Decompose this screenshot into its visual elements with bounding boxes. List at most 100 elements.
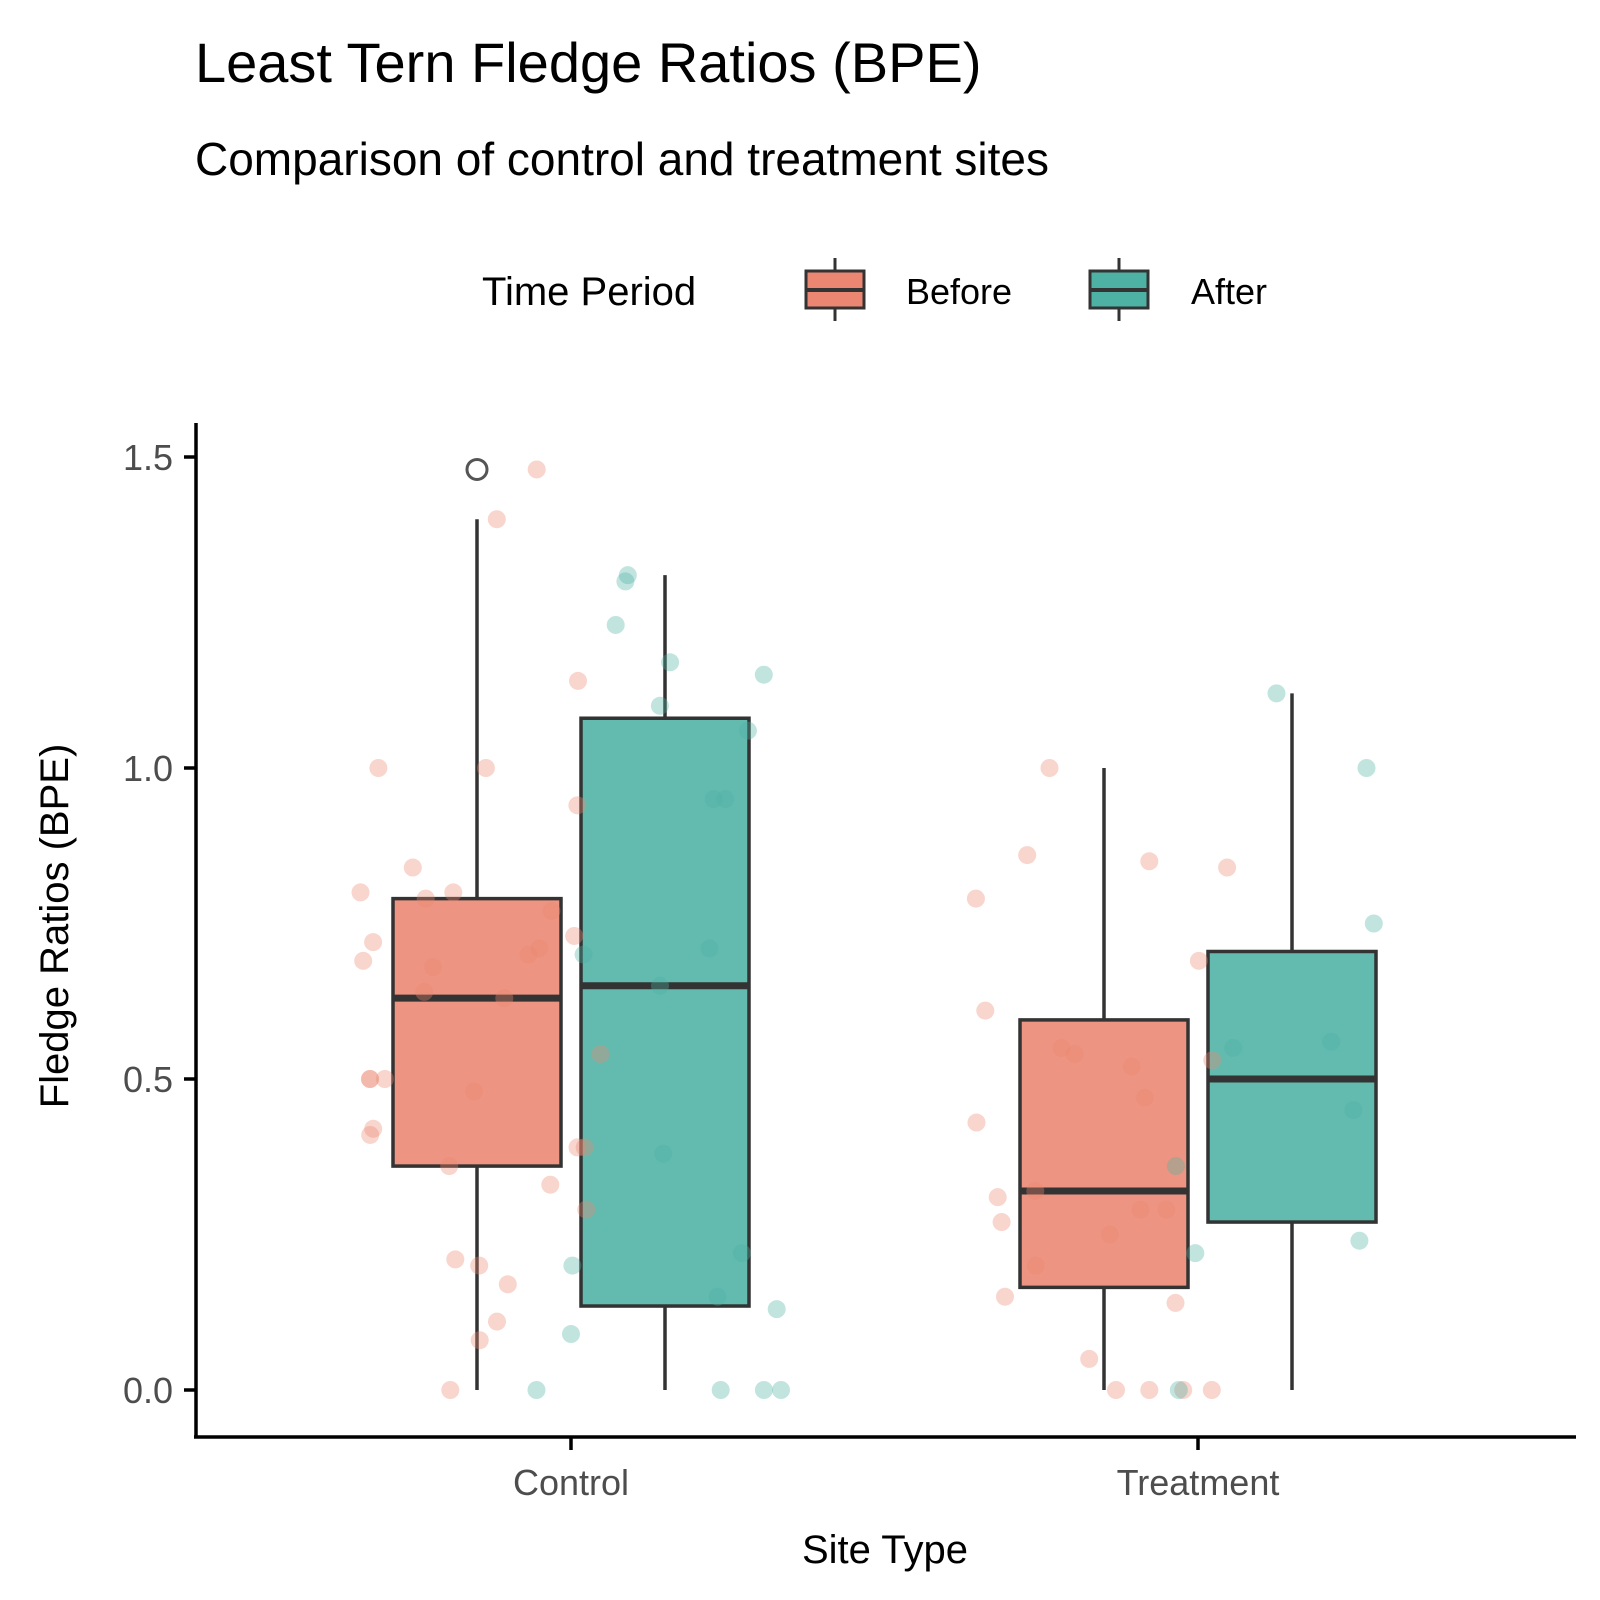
point-before-control-14 [519,945,538,964]
point-before-treatment-11 [1135,1088,1154,1107]
point-before-control-15 [354,951,373,970]
point-before-treatment-9 [1203,1051,1222,1070]
point-before-treatment-23 [1107,1381,1125,1399]
point-before-control-22 [361,1070,380,1088]
point-before-control-1 [487,510,506,529]
point-after-control-0 [618,566,637,585]
point-after-treatment-3 [1322,1032,1341,1051]
point-after-control-10 [574,945,593,964]
point-after-treatment-2 [1364,914,1383,933]
point-before-control-12 [364,933,383,952]
point-after-treatment-0 [1267,684,1286,703]
point-before-treatment-13 [1026,1181,1045,1200]
point-before-control-16 [424,958,442,977]
point-after-control-20 [754,1381,773,1399]
box-before-control [391,457,563,1390]
point-before-control-27 [568,1138,587,1157]
point-before-control-23 [465,1082,483,1101]
point-before-control-34 [488,1312,506,1331]
point-before-control-5 [568,796,587,815]
axes: 0.0 0.5 1.0 1.5 Control Treatment [123,423,1576,1503]
x-tick-label-treatment: Treatment [1117,1462,1280,1503]
y-tick-label-0: 0.0 [123,1370,173,1411]
point-before-control-26 [575,1138,594,1157]
point-before-control-0 [527,460,546,479]
point-before-treatment-8 [1065,1045,1084,1064]
y-axis-title: Fledge Ratios (BPE) [33,744,77,1109]
point-after-control-16 [767,1300,786,1319]
point-after-control-6 [738,721,757,740]
points-layer [351,460,1383,1399]
box-after-treatment [1206,693,1378,1390]
box-after-control [579,575,751,1390]
point-after-control-2 [606,615,625,634]
box-after-control-iqr [579,716,751,1308]
point-before-treatment-12 [967,1113,986,1132]
point-before-treatment-3 [1218,858,1237,877]
point-before-treatment-17 [992,1213,1011,1232]
legend: Time Period Before After [482,258,1267,321]
point-before-treatment-20 [996,1287,1014,1306]
point-before-treatment-21 [1166,1293,1185,1312]
point-before-control-19 [591,1045,610,1064]
point-before-control-17 [415,982,434,1001]
point-before-control-31 [446,1250,465,1269]
point-before-control-30 [577,1200,596,1219]
point-before-control-29 [541,1175,560,1194]
point-after-treatment-5 [1344,1101,1363,1120]
x-tick-label-control: Control [513,1462,629,1503]
chart-title: Least Tern Fledge Ratios (BPE) [195,31,981,94]
point-before-control-35 [470,1331,489,1350]
point-after-control-7 [704,790,723,809]
y-ticks: 0.0 0.5 1.0 1.5 [123,437,196,1411]
point-after-control-19 [527,1381,546,1399]
point-before-treatment-5 [1189,951,1208,970]
point-before-treatment-18 [1100,1225,1119,1244]
point-after-control-15 [708,1287,727,1306]
point-after-control-13 [732,1244,751,1263]
y-tick-label-2: 1.0 [123,748,173,789]
point-after-control-5 [650,696,669,715]
box-before-control-outlier-0 [465,457,489,481]
point-after-treatment-9 [1169,1381,1188,1399]
y-tick-label-3: 1.5 [123,437,173,478]
point-before-treatment-4 [966,889,985,908]
point-before-control-6 [403,858,422,877]
point-after-treatment-1 [1357,759,1376,777]
point-after-treatment-4 [1224,1038,1243,1057]
point-before-treatment-0 [1040,759,1059,777]
point-before-treatment-22 [1080,1349,1099,1368]
point-after-control-9 [700,939,719,958]
point-before-control-13 [530,939,549,958]
y-tick-label-1: 0.5 [123,1059,173,1100]
point-before-control-33 [498,1275,517,1294]
point-before-control-36 [441,1381,460,1399]
point-before-treatment-1 [1018,846,1037,865]
plot-area [351,457,1383,1399]
box-before-treatment [1018,768,1190,1390]
point-before-control-2 [569,671,587,690]
legend-label-before: Before [906,271,1012,312]
point-before-treatment-2 [1140,852,1159,871]
x-axis-title: Site Type [802,1528,968,1572]
point-before-treatment-26 [1174,1381,1193,1399]
point-after-control-4 [754,665,773,684]
box-before-treatment-iqr [1018,1018,1190,1290]
point-after-control-1 [616,572,635,591]
point-before-control-8 [444,883,463,902]
point-before-treatment-25 [1140,1381,1159,1399]
point-before-control-7 [351,883,370,902]
box-before-control-iqr [391,896,563,1168]
legend-label-after: After [1191,271,1267,312]
point-after-control-14 [563,1256,582,1275]
point-before-treatment-15 [1157,1200,1176,1219]
point-before-treatment-10 [1122,1057,1141,1076]
point-after-control-21 [772,1381,790,1399]
point-before-treatment-14 [988,1188,1007,1207]
point-before-control-24 [364,1119,383,1138]
point-before-control-9 [416,889,435,908]
point-after-control-12 [654,1144,673,1163]
point-before-treatment-19 [1026,1256,1045,1275]
chart-subtitle: Comparison of control and treatment site… [195,133,1049,185]
